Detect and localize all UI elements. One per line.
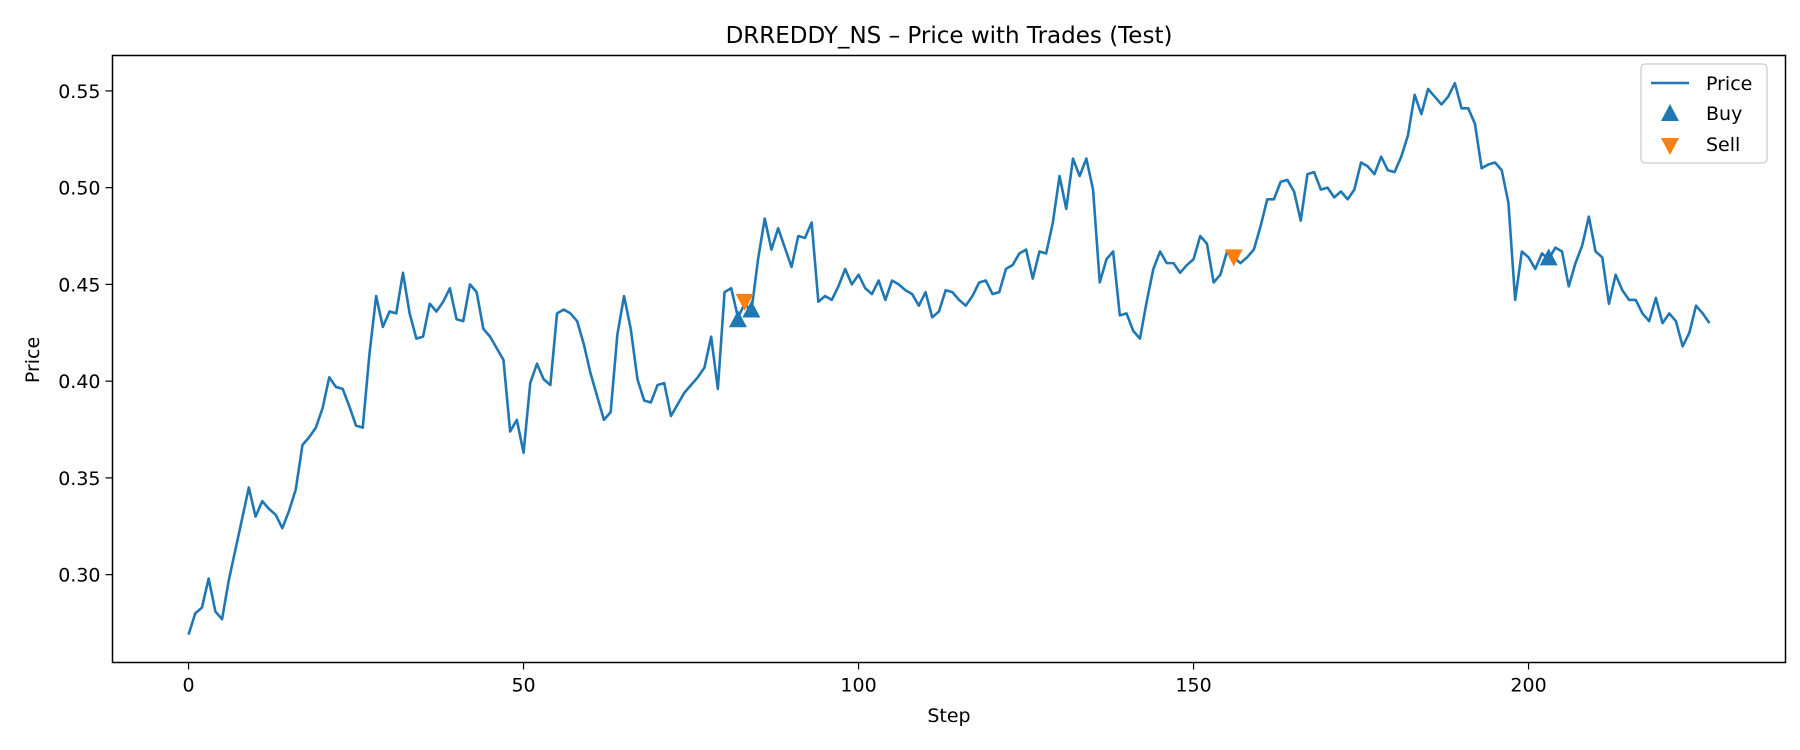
buy-marker <box>1539 248 1558 266</box>
legend: Price Buy Sell <box>1640 63 1768 164</box>
legend-sell-label: Sell <box>1706 134 1740 156</box>
price-line <box>187 81 1711 636</box>
y-tick-label: 0.55 <box>58 81 100 103</box>
plot-frame <box>111 54 1787 664</box>
legend-price-label: Price <box>1706 73 1752 95</box>
buy-marker <box>728 310 747 328</box>
sell-marker <box>735 293 754 311</box>
y-tick-label: 0.45 <box>58 274 100 296</box>
y-tick-label: 0.40 <box>58 371 100 393</box>
chart-title: DRREDDY_NS – Price with Trades (Test) <box>726 23 1173 49</box>
x-tick-label: 50 <box>511 675 535 697</box>
x-tick-label: 100 <box>840 675 876 697</box>
y-axis-label: Price <box>22 337 44 383</box>
buy-marker <box>742 300 761 318</box>
y-axis: 0.30 0.35 0.40 0.45 0.50 0.55 <box>58 81 113 587</box>
legend-buy-label: Buy <box>1706 103 1742 125</box>
legend-sell-swatch <box>1661 138 1679 155</box>
y-tick-label: 0.50 <box>58 178 100 200</box>
x-axis: 0 50 100 150 200 <box>182 662 1547 697</box>
plot-area: 0 50 100 150 200 0.30 0.35 0.40 0.45 0.50 0.55 <box>58 54 1787 697</box>
y-tick-label: 0.30 <box>58 565 100 587</box>
x-tick-label: 0 <box>182 675 194 697</box>
sell-markers <box>735 249 1243 311</box>
buy-markers <box>728 248 1558 328</box>
legend-buy-swatch <box>1661 104 1679 121</box>
y-tick-label: 0.35 <box>58 468 100 490</box>
x-tick-label: 150 <box>1175 675 1211 697</box>
sell-marker <box>1224 249 1243 267</box>
x-axis-label: Step <box>927 705 970 727</box>
x-tick-label: 200 <box>1510 675 1546 697</box>
